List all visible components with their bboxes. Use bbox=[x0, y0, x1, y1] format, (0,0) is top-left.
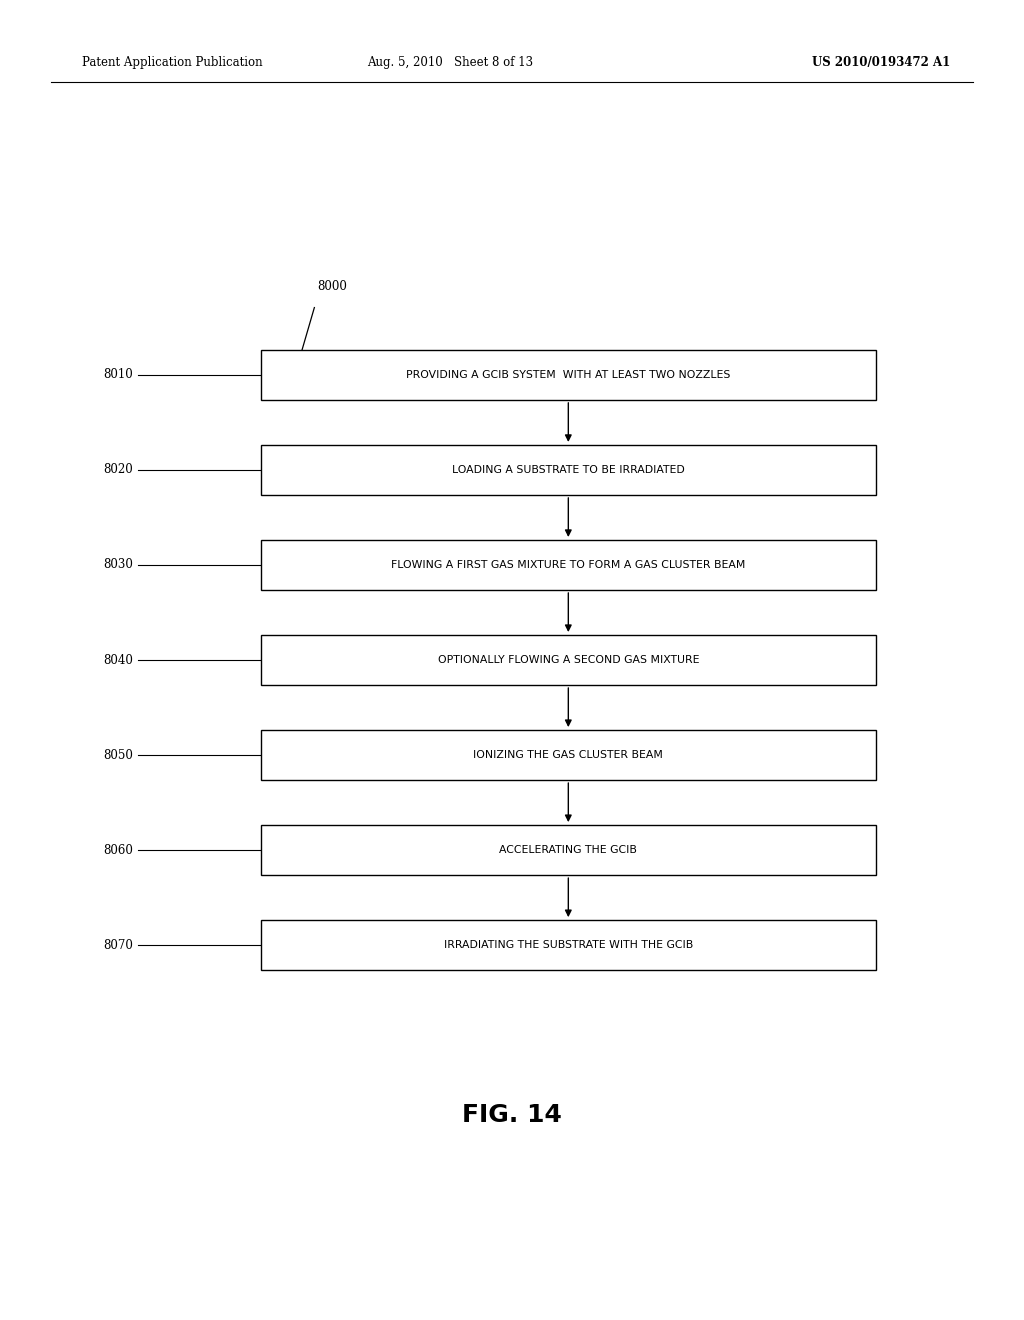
Text: 8010: 8010 bbox=[103, 368, 133, 381]
Text: IRRADIATING THE SUBSTRATE WITH THE GCIB: IRRADIATING THE SUBSTRATE WITH THE GCIB bbox=[443, 940, 693, 950]
Bar bbox=[261, 730, 876, 780]
Text: 8020: 8020 bbox=[103, 463, 133, 477]
Text: US 2010/0193472 A1: US 2010/0193472 A1 bbox=[811, 55, 950, 69]
Text: Patent Application Publication: Patent Application Publication bbox=[82, 55, 262, 69]
Text: ACCELERATING THE GCIB: ACCELERATING THE GCIB bbox=[500, 845, 637, 855]
Text: 8070: 8070 bbox=[103, 939, 133, 952]
Bar bbox=[261, 825, 876, 875]
Text: 8000: 8000 bbox=[317, 280, 347, 293]
Text: 8030: 8030 bbox=[103, 558, 133, 572]
Text: FIG. 14: FIG. 14 bbox=[462, 1104, 562, 1127]
Text: FLOWING A FIRST GAS MIXTURE TO FORM A GAS CLUSTER BEAM: FLOWING A FIRST GAS MIXTURE TO FORM A GA… bbox=[391, 560, 745, 570]
Text: IONIZING THE GAS CLUSTER BEAM: IONIZING THE GAS CLUSTER BEAM bbox=[473, 750, 664, 760]
Text: 8040: 8040 bbox=[103, 653, 133, 667]
Bar bbox=[261, 920, 876, 970]
Text: LOADING A SUBSTRATE TO BE IRRADIATED: LOADING A SUBSTRATE TO BE IRRADIATED bbox=[452, 465, 685, 475]
Text: Aug. 5, 2010   Sheet 8 of 13: Aug. 5, 2010 Sheet 8 of 13 bbox=[368, 55, 534, 69]
Bar bbox=[261, 445, 876, 495]
Bar bbox=[261, 635, 876, 685]
Text: 8050: 8050 bbox=[103, 748, 133, 762]
Bar bbox=[261, 540, 876, 590]
Text: PROVIDING A GCIB SYSTEM  WITH AT LEAST TWO NOZZLES: PROVIDING A GCIB SYSTEM WITH AT LEAST TW… bbox=[407, 370, 730, 380]
Text: 8060: 8060 bbox=[103, 843, 133, 857]
Bar bbox=[261, 350, 876, 400]
Text: OPTIONALLY FLOWING A SECOND GAS MIXTURE: OPTIONALLY FLOWING A SECOND GAS MIXTURE bbox=[437, 655, 699, 665]
